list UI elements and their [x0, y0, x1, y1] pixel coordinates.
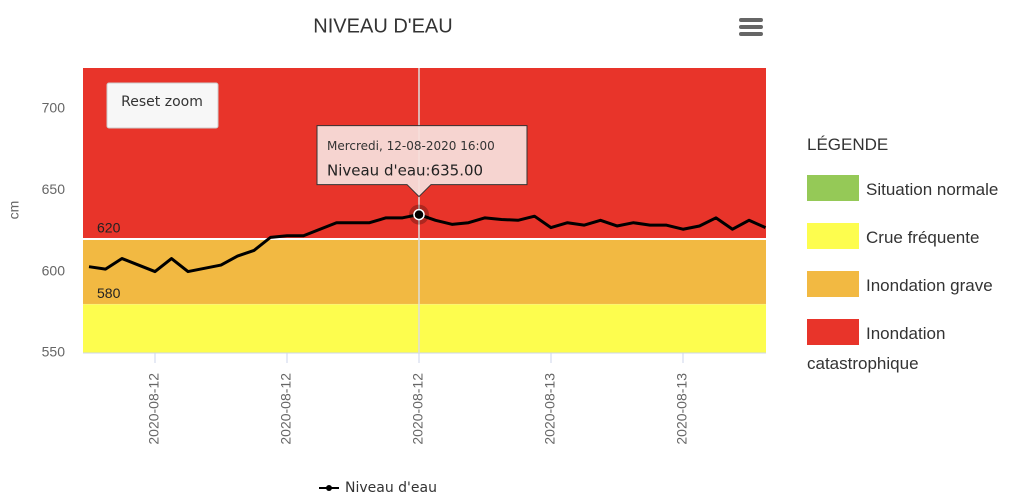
legend-label: Situation normale	[866, 180, 999, 199]
button-label: Reset zoom	[121, 94, 203, 110]
tooltip-value: 635.00	[431, 161, 484, 179]
y-tick-label: 550	[42, 344, 66, 360]
hover-marker	[413, 208, 425, 221]
button-bg	[106, 82, 219, 129]
legend-label: Inondation catastrophique	[807, 324, 946, 373]
legend-swatch	[807, 175, 859, 201]
chart-title: NIVEAU D'EAU	[313, 15, 452, 37]
x-tick-label: 2020-08-13	[542, 373, 558, 445]
x-tick-label: 2020-08-12	[278, 373, 294, 445]
legend-dot	[326, 485, 332, 491]
legend-swatch	[807, 271, 859, 297]
legend-item: Crue fréquente	[807, 223, 1015, 271]
y-tick-label: 650	[42, 181, 66, 197]
tooltip-header: Mercredi, 12-08-2020 16:00	[327, 139, 495, 153]
legend-label: Crue fréquente	[866, 228, 980, 247]
legend-item: Inondation grave	[807, 271, 1015, 319]
x-tick-label: 2020-08-12	[146, 373, 162, 445]
x-tick-label: 2020-08-12	[410, 373, 426, 445]
legend-label: Inondation grave	[866, 276, 993, 295]
tooltip-box	[316, 125, 528, 198]
legend-swatch	[807, 223, 859, 249]
legend-item: Situation normale	[807, 175, 1015, 223]
plot-band	[83, 239, 766, 305]
tooltip-series: Niveau d'eau:	[327, 161, 431, 179]
plot-line-label: 620	[97, 220, 121, 236]
menu-icon[interactable]	[739, 18, 763, 36]
y-tick-label: 700	[42, 99, 66, 115]
series-line	[88, 213, 767, 274]
x-tick-label: 2020-08-13	[674, 373, 690, 445]
reset-zoom-button[interactable]: Reset zoom	[106, 82, 219, 129]
plot-line-label: 580	[97, 285, 121, 301]
legend-item: Inondation catastrophique	[807, 319, 1015, 373]
legend-title: LÉGENDE	[807, 135, 889, 154]
side-legend: LÉGENDE Situation normale Crue fréquente I…	[807, 130, 1015, 373]
legend-label: Niveau d'eau	[345, 480, 437, 494]
y-axis-title: cm	[6, 201, 22, 220]
legend-swatch	[807, 319, 859, 345]
chart: NIVEAU D'EAU cm 620 580 550 600 650 700 2020-0…	[6, 15, 767, 494]
plot-band	[83, 304, 766, 353]
y-tick-label: 600	[42, 262, 66, 278]
tooltip-body: Niveau d'eau:635.00	[327, 161, 483, 179]
